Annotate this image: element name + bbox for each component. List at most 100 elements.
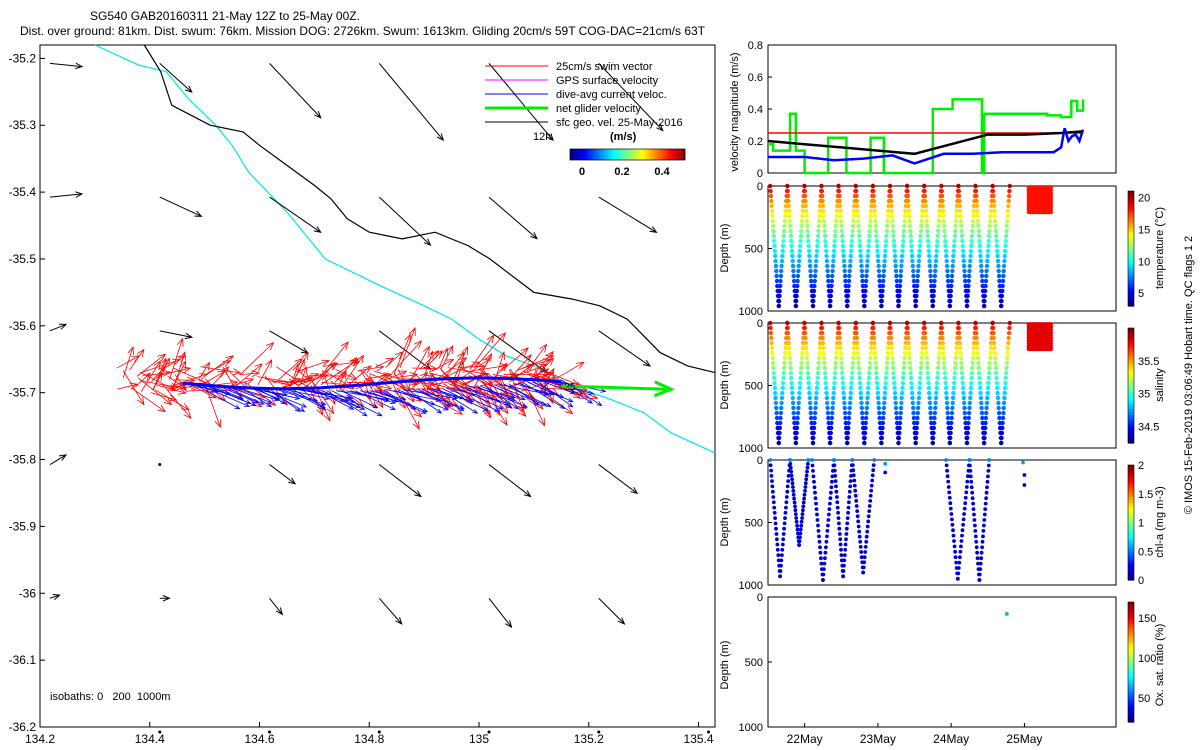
geo-velocity-dot: [597, 730, 601, 734]
section-profile-point: [871, 193, 876, 199]
section-profile-point: [803, 489, 807, 493]
section-profile-point: [954, 350, 959, 356]
section-profile-point: [872, 340, 877, 346]
swim-vector: [155, 389, 190, 411]
section-profile-point: [776, 440, 781, 446]
section-profile-point: [884, 223, 890, 229]
section-profile-point: [907, 360, 913, 366]
swim-vector-head: [385, 357, 395, 365]
section-profile-point: [988, 355, 993, 361]
section-profile-point: [794, 516, 799, 520]
section-profile-point: [986, 469, 991, 473]
swim-vector: [308, 375, 334, 414]
swim-vector: [206, 355, 234, 375]
section-profile-point: [993, 218, 998, 224]
section-colorbar-cell: [1128, 330, 1134, 335]
section-profile-point: [958, 218, 964, 224]
section-profile-point: [774, 415, 780, 421]
section-profile-point: [796, 263, 801, 269]
swim-vector-head: [349, 357, 358, 366]
map-colorbar-cell: [617, 149, 619, 160]
section-profile-point: [863, 415, 869, 421]
section-profile-point: [969, 375, 974, 381]
swim-vector: [192, 370, 226, 391]
section-profile-point: [777, 293, 782, 299]
section-profile-point: [806, 462, 810, 466]
ox-ylabel: Depth (m): [719, 641, 731, 690]
geo-velocity-arrow-head: [58, 323, 68, 330]
section-colorbar-cell: [1128, 239, 1134, 244]
map-colorbar-cell: [632, 149, 634, 160]
section-profile-point: [957, 198, 962, 204]
dac-vector: [340, 390, 378, 409]
section-profile-point: [1002, 253, 1007, 259]
section-profile-point: [943, 243, 948, 249]
section-profile-point: [902, 223, 907, 229]
swim-vector-head: [327, 361, 336, 371]
section-profile-point: [875, 248, 880, 254]
section-profile-point: [903, 208, 908, 214]
section-profile-point: [967, 400, 972, 406]
section-colorbar-cell: [1128, 704, 1134, 708]
section-profile-point: [974, 545, 979, 550]
dac-vector-head: [301, 403, 308, 408]
section-profile-point: [982, 512, 987, 517]
dac-vector-head: [299, 407, 306, 412]
section-profile-point: [980, 415, 985, 421]
section-profile-point: [956, 193, 962, 199]
geo-velocity-dot: [377, 730, 381, 734]
section-profile-point: [953, 355, 959, 361]
section-profile-point: [824, 395, 830, 401]
section-profile-point: [842, 558, 847, 563]
section-profile-point: [883, 248, 888, 254]
section-profile-point: [988, 213, 993, 219]
section-profile-point: [934, 385, 939, 391]
swim-vector: [533, 351, 554, 375]
swim-vector: [150, 392, 177, 401]
swim-vector: [495, 351, 505, 379]
dac-vector-head: [569, 389, 576, 394]
section-profile-point: [837, 335, 842, 341]
section-profile-point: [829, 490, 833, 495]
section-profile-point: [988, 218, 993, 224]
section-profile-point: [832, 375, 837, 381]
section-profile-point: [990, 183, 995, 189]
section-profile-point: [958, 213, 963, 219]
section-profile-point: [812, 278, 817, 284]
section-profile-point: [810, 303, 816, 309]
section-profile-point: [873, 360, 878, 366]
section-colorbar-cell: [1128, 539, 1134, 544]
section-profile-point: [841, 248, 846, 254]
dac-vector-head: [384, 397, 391, 403]
section-profile-point: [864, 405, 869, 411]
swim-vector-head: [446, 345, 454, 355]
section-colorbar-cell: [1128, 505, 1134, 509]
section-ytick-label: 1000: [739, 443, 763, 455]
section-profile-point: [799, 218, 805, 224]
section-profile-point: [817, 345, 822, 351]
swim-vector: [122, 370, 145, 405]
swim-vector-head: [181, 403, 190, 411]
section-profile-point: [800, 208, 805, 214]
section-profile-point: [880, 283, 886, 289]
section-profile-point: [919, 350, 925, 356]
section-profile-point: [884, 233, 889, 239]
section-colorbar-cell: [1128, 285, 1134, 290]
section-profile-point: [942, 223, 947, 229]
section-profile-point: [834, 489, 839, 494]
swim-vector: [359, 369, 384, 408]
section-profile-point: [830, 273, 835, 279]
section-profile-point: [830, 474, 835, 479]
section-profile-point: [928, 268, 933, 274]
dac-vector-head: [238, 395, 245, 400]
map-panel: 134.2 134.4 134.6 134.8 135 135.2 135.4-35.2-3…: [9, 44, 716, 746]
section-profile-point: [837, 198, 842, 204]
section-profile-point: [863, 288, 868, 294]
section-profile-point: [848, 248, 854, 254]
section-profile-point: [942, 360, 947, 366]
map-xtick-label: 135.2: [574, 732, 604, 746]
dac-vector-head: [497, 404, 504, 410]
map-colorbar-cell: [602, 149, 604, 160]
